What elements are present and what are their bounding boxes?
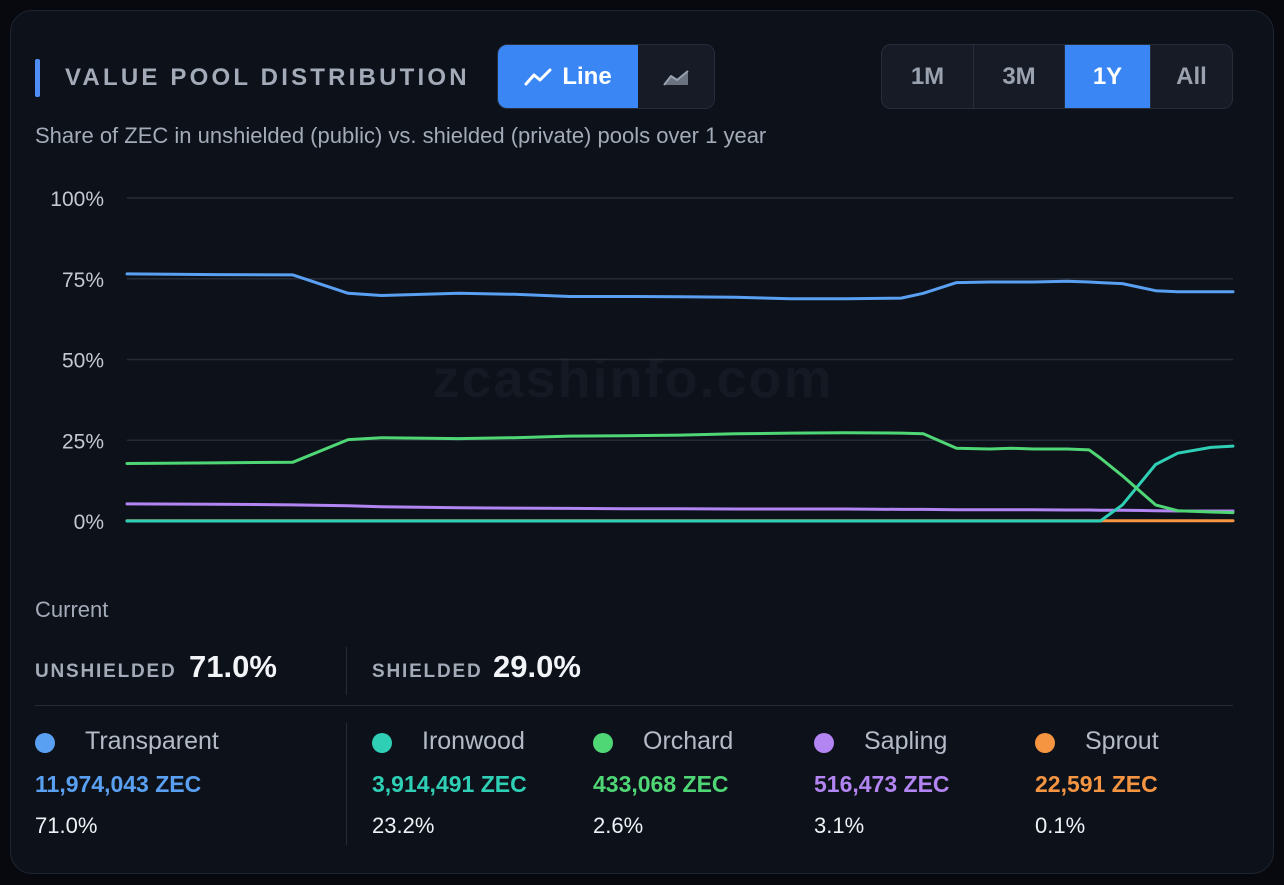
chart-subtitle: Share of ZEC in unshielded (public) vs. … (35, 123, 767, 148)
pool-name: Sprout (1085, 727, 1159, 755)
pool-name: Ironwood (422, 727, 525, 755)
y-tick-label: 75% (62, 269, 104, 292)
line-chart-label: Line (562, 62, 612, 90)
sprout-dot-icon (1035, 733, 1055, 753)
shielded-label: SHIELDED (372, 661, 483, 682)
pool-distribution-chart: zcashinfo.com 100% 75% 50% 25% 0% (50, 188, 1235, 534)
pool-amount: 433,068 ZEC (593, 771, 729, 797)
y-tick-label: 0% (74, 511, 104, 534)
ironwood-dot-icon (372, 733, 392, 753)
sapling-dot-icon (814, 733, 834, 753)
pool-percent: 71.0% (35, 813, 98, 838)
pool-amount: 22,591 ZEC (1035, 771, 1158, 797)
line-chart-icon (524, 68, 552, 85)
pool-amount: 11,974,043 ZEC (35, 771, 202, 797)
section-divider (35, 705, 1233, 706)
series-line-transparent (125, 272, 1235, 301)
pool-percent: 23.2% (372, 813, 435, 838)
unshielded-value: 71.0% (189, 649, 277, 684)
watermark: zcashinfo.com (432, 349, 833, 409)
y-tick-label: 50% (62, 350, 104, 373)
range-button-1y[interactable]: 1Y (1065, 45, 1151, 108)
range-button-3m[interactable]: 3M (974, 45, 1065, 108)
range-button-all[interactable]: All (1176, 62, 1207, 90)
pool-amount: 516,473 ZEC (814, 771, 950, 797)
area-chart-button[interactable] (638, 45, 714, 108)
series-line-sapling (125, 502, 1235, 513)
series-line-ironwood (125, 444, 1235, 523)
pool-name: Transparent (85, 727, 219, 755)
summary-divider (346, 647, 347, 695)
pool-percent: 2.6% (593, 813, 644, 838)
shielded-value: 29.0% (493, 649, 581, 684)
chart-title: VALUE POOL DISTRIBUTION (65, 64, 470, 91)
title-accent-bar (35, 59, 40, 97)
pool-percent: 3.1% (814, 813, 865, 838)
area-chart-icon (663, 69, 689, 86)
time-range-selector: 1M 3M 1Y All (881, 44, 1233, 109)
value-pool-card: VALUE POOL DISTRIBUTION Line 1M 3M 1Y Al… (10, 10, 1274, 874)
unshielded-label: UNSHIELDED (35, 661, 177, 682)
transparent-dot-icon (35, 733, 55, 753)
y-tick-label: 25% (62, 430, 104, 453)
pool-percent: 0.1% (1035, 813, 1086, 838)
pool-name: Orchard (643, 727, 734, 755)
line-chart-button[interactable]: Line (498, 45, 638, 108)
chart-type-toggle: Line (497, 44, 715, 109)
current-label: Current (35, 597, 109, 622)
y-tick-label: 100% (50, 188, 104, 211)
pool-amount: 3,914,491 ZEC (372, 771, 527, 797)
orchard-dot-icon (593, 733, 613, 753)
pool-name: Sapling (864, 727, 948, 755)
pool-divider (346, 723, 347, 845)
range-button-1m[interactable]: 1M (882, 45, 974, 108)
series-line-orchard (125, 431, 1235, 515)
